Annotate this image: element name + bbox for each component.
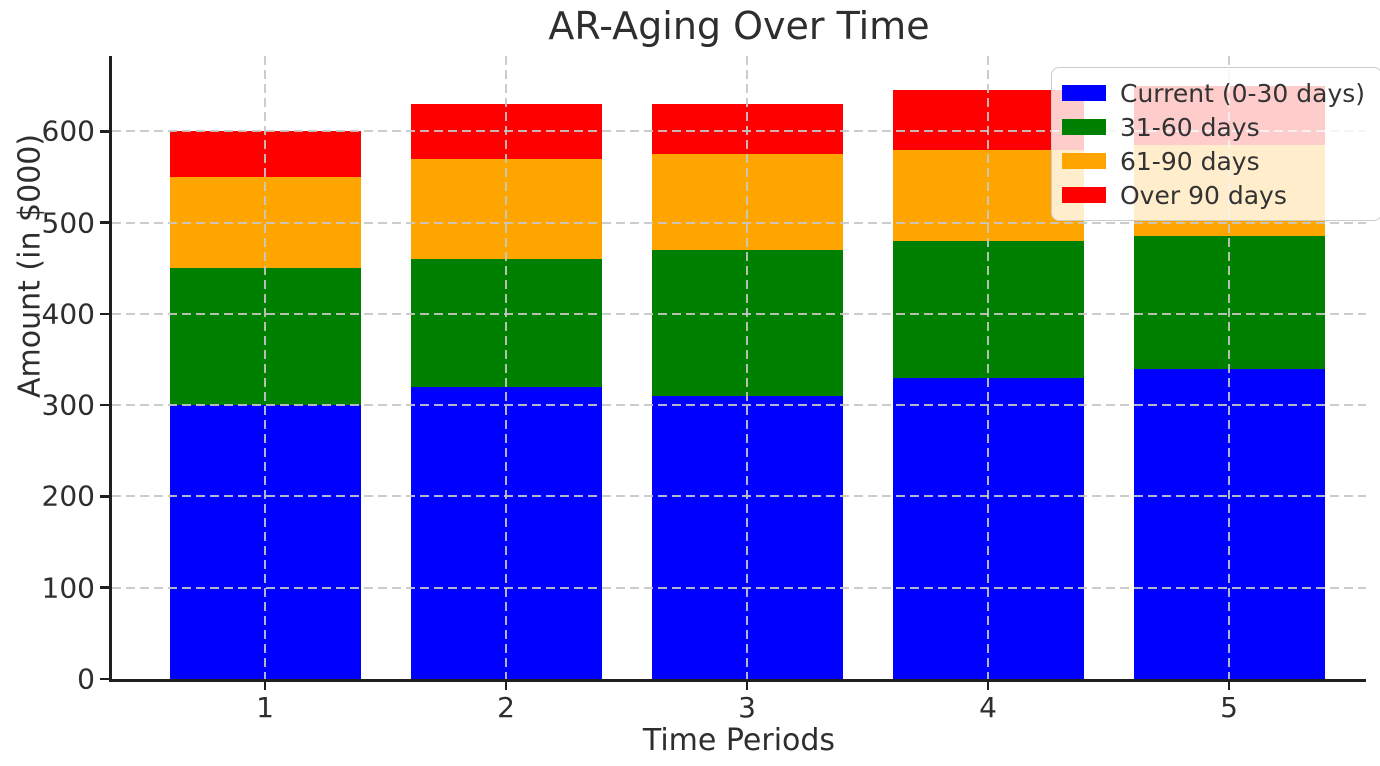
- v-gridline-1: [264, 56, 266, 679]
- legend-swatch-61-90-days: [1062, 153, 1106, 169]
- y-tick-mark-500: [100, 221, 109, 224]
- h-gridline-600: [112, 130, 1366, 133]
- y-tick-mark-600: [100, 130, 109, 133]
- x-tick-label-2: 2: [497, 691, 515, 724]
- y-tick-mark-200: [100, 495, 109, 498]
- y-tick-label-100: 100: [41, 571, 95, 605]
- legend-item: 61-90 days: [1062, 144, 1365, 178]
- x-tick-label-5: 5: [1220, 691, 1238, 724]
- v-gridline-5: [1228, 56, 1230, 679]
- legend-label: 61-90 days: [1120, 146, 1260, 176]
- x-tick-label-3: 3: [738, 691, 756, 724]
- y-tick-label-0: 0: [77, 662, 95, 696]
- x-tick-mark-4: [986, 682, 990, 690]
- x-tick-mark-3: [745, 682, 749, 690]
- y-axis-spine: [109, 56, 112, 682]
- y-tick-label-300: 300: [41, 388, 95, 422]
- y-tick-label-600: 600: [41, 114, 95, 148]
- h-gridline-400: [112, 312, 1366, 315]
- y-tick-mark-400: [100, 312, 109, 316]
- x-tick-mark-2: [504, 682, 508, 690]
- legend-swatch-current-0-30-days: [1062, 85, 1106, 101]
- legend-swatch-31-60-days: [1062, 119, 1106, 135]
- x-tick-label-4: 4: [979, 691, 997, 724]
- x-tick-mark-1: [263, 682, 267, 690]
- y-tick-mark-0: [100, 677, 109, 681]
- chart-title: AR-Aging Over Time: [548, 4, 930, 48]
- h-gridline-200: [112, 495, 1366, 498]
- legend-label: Current (0-30 days): [1120, 78, 1366, 108]
- v-gridline-4: [987, 56, 989, 679]
- y-tick-label-500: 500: [41, 206, 95, 240]
- y-tick-label-400: 400: [41, 297, 95, 331]
- v-gridline-2: [505, 56, 507, 679]
- legend-item: 31-60 days: [1062, 110, 1365, 144]
- x-axis-spine: [109, 679, 1366, 682]
- x-tick-label-1: 1: [256, 691, 274, 724]
- y-tick-label-200: 200: [41, 479, 95, 513]
- h-gridline-100: [112, 586, 1366, 589]
- y-tick-mark-300: [100, 403, 109, 407]
- plot-area: AR-Aging Over Time Amount (in $000) Time…: [13, 4, 1380, 758]
- y-tick-mark-100: [100, 586, 109, 589]
- x-tick-mark-5: [1227, 682, 1231, 690]
- legend-label: 31-60 days: [1120, 112, 1260, 142]
- h-gridline-500: [112, 221, 1366, 224]
- legend-label: Over 90 days: [1120, 180, 1287, 210]
- legend-item: Over 90 days: [1062, 178, 1365, 212]
- v-gridline-3: [746, 56, 748, 679]
- legend: Current (0-30 days) 31-60 days 61-90 day…: [1051, 67, 1380, 221]
- h-gridline-300: [112, 404, 1366, 407]
- legend-swatch-over-90-days: [1062, 187, 1106, 203]
- legend-item: Current (0-30 days): [1062, 76, 1365, 110]
- x-axis-label: Time Periods: [642, 723, 836, 758]
